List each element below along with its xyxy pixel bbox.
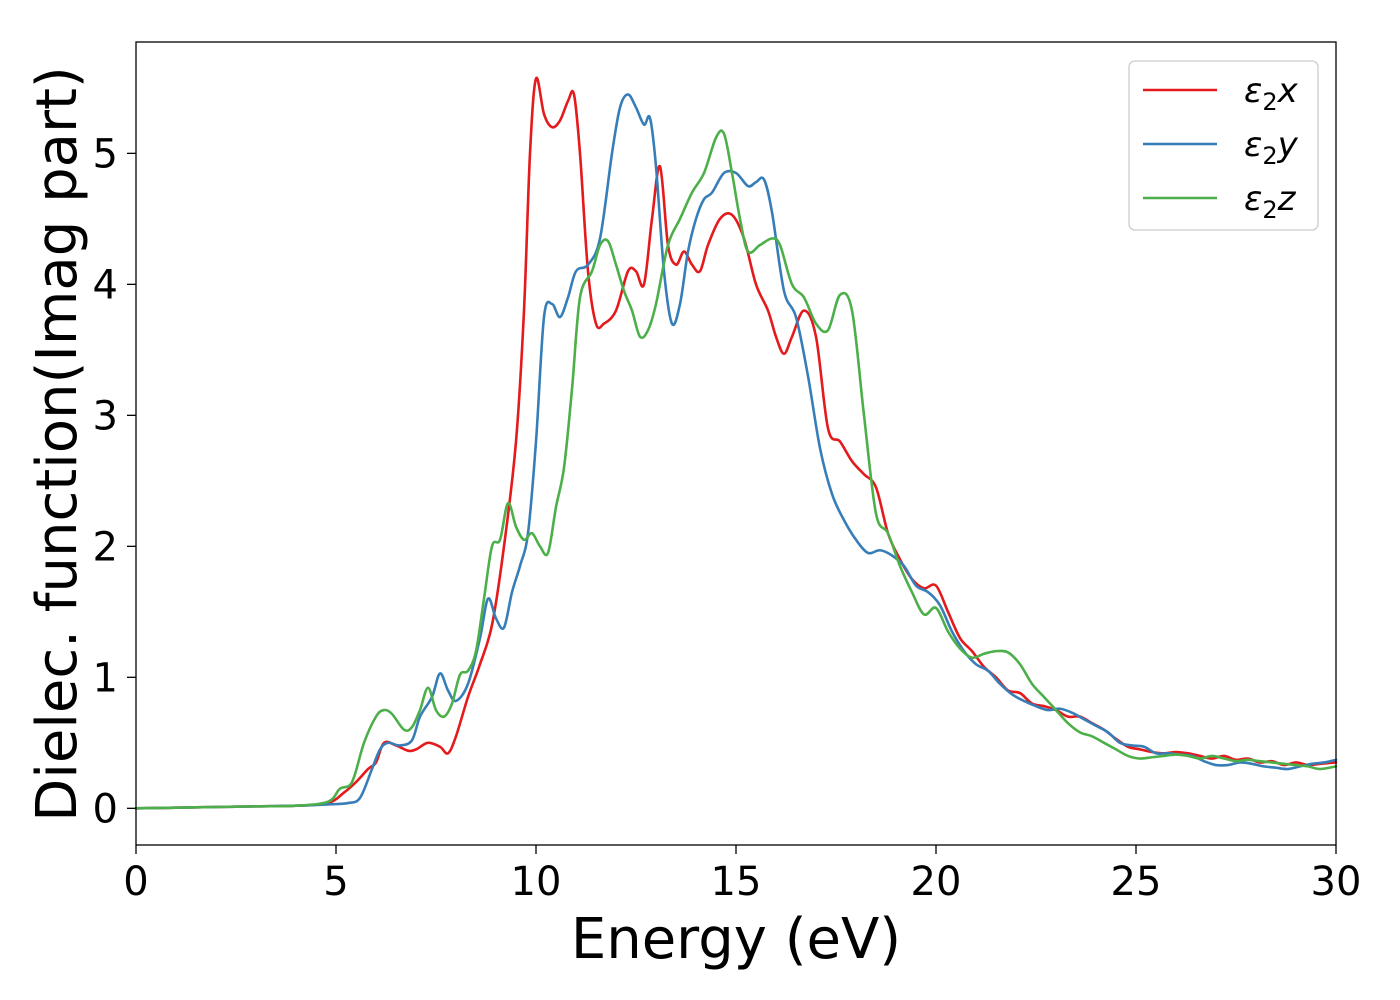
y-tick-label: 3 — [93, 393, 118, 439]
y-tick-label: 1 — [93, 655, 118, 701]
y-axis-ticks: 0 1 2 3 4 5 — [93, 131, 136, 832]
x-tick-label: 10 — [511, 859, 562, 905]
legend-label-z: ε2z — [1244, 179, 1297, 224]
y-tick-label: 4 — [93, 262, 118, 308]
x-axis-title: Energy (eV) — [571, 907, 901, 972]
x-tick-label: 0 — [123, 859, 148, 905]
y-axis-title: Dielec. function(Imag part) — [25, 66, 90, 822]
legend-box — [1128, 60, 1319, 231]
x-axis-ticks: 0 5 10 15 20 25 30 — [123, 845, 1361, 905]
x-tick-label: 15 — [711, 859, 762, 905]
series-line-z — [134, 129, 1338, 810]
legend: ε2x ε2y ε2z — [1128, 60, 1319, 231]
series-layer — [134, 76, 1338, 810]
x-tick-label: 5 — [323, 859, 348, 905]
y-tick-label: 2 — [93, 524, 118, 570]
series-line-y — [134, 93, 1338, 810]
legend-label-y: ε2y — [1244, 125, 1299, 170]
series-line-x — [134, 76, 1338, 810]
legend-label-x: ε2x — [1244, 71, 1299, 116]
x-tick-label: 20 — [911, 859, 962, 905]
y-tick-label: 5 — [93, 131, 118, 177]
x-tick-label: 30 — [1311, 859, 1362, 905]
y-tick-label: 0 — [93, 786, 118, 832]
x-tick-label: 25 — [1111, 859, 1162, 905]
